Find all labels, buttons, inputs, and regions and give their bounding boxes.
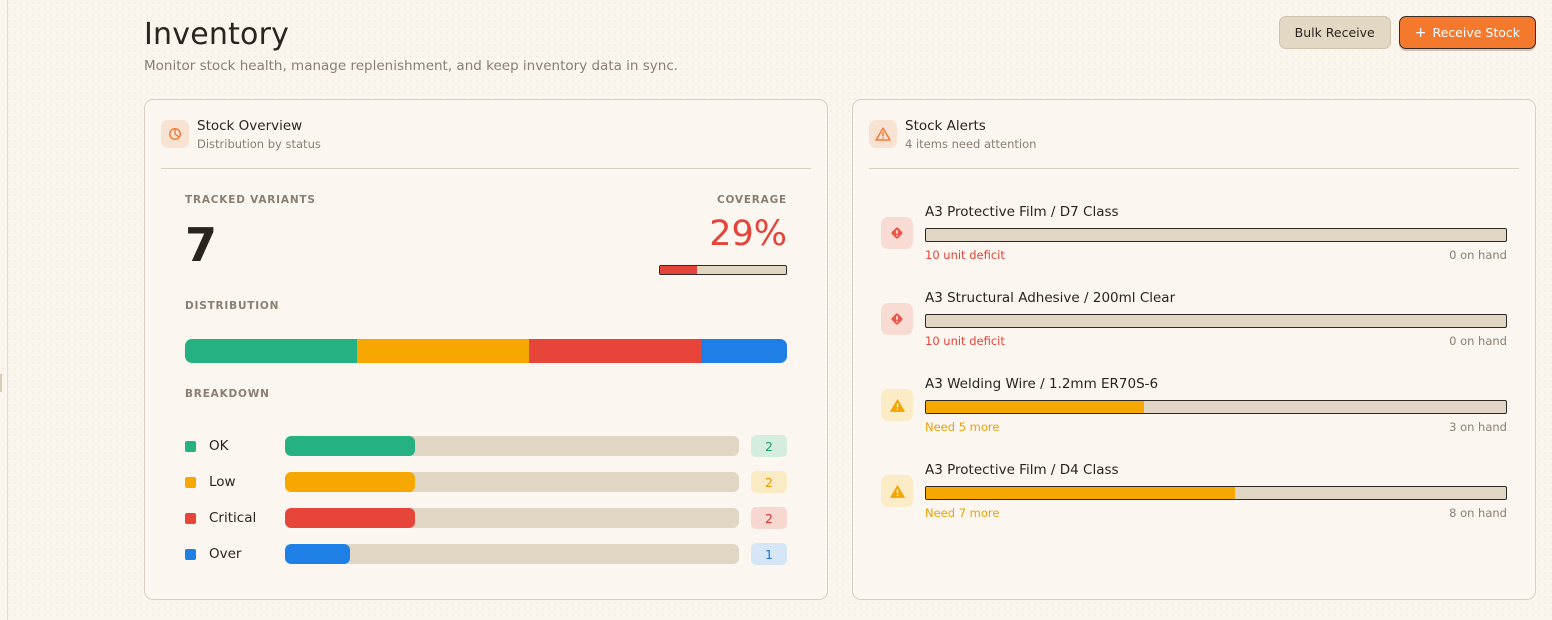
alert-on-hand: 0 on hand [1449, 334, 1507, 348]
page-header: Inventory Monitor stock health, manage r… [144, 16, 678, 74]
distribution-segment-low [357, 339, 529, 363]
breakdown-fill [285, 472, 415, 492]
alert-stock-fill [926, 487, 1236, 499]
breakdown-label: Over [209, 546, 242, 562]
breakdown-track [285, 472, 739, 492]
plus-icon: + [1414, 24, 1427, 41]
stock-overview-header: Stock Overview Distribution by status [161, 100, 811, 169]
breakdown-label: Low [209, 474, 236, 490]
breakdown-row-ok: OK 2 [185, 428, 787, 464]
breakdown-label: BREAKDOWN [185, 388, 270, 400]
breakdown-row-low: Low 2 [185, 464, 787, 500]
breakdown-fill [285, 508, 415, 528]
breakdown-fill [285, 544, 350, 564]
header-actions: Bulk Receive + Receive Stock [1278, 16, 1536, 49]
breakdown-row-critical: Critical 2 [185, 500, 787, 536]
breakdown-count-badge: 2 [751, 435, 787, 457]
warning-icon [881, 475, 913, 507]
coverage-label: COVERAGE [716, 194, 787, 206]
pie-chart-icon [161, 120, 189, 148]
coverage-bar-fill [660, 266, 697, 274]
alert-item[interactable]: A3 Welding Wire / 1.2mm ER70S-6 Need 5 mo… [881, 374, 1509, 460]
breakdown-label: Critical [209, 510, 257, 526]
alert-status: 10 unit deficit [925, 334, 1005, 348]
breakdown-track [285, 436, 739, 456]
stock-overview-title: Stock Overview [197, 117, 303, 134]
warning-icon [881, 389, 913, 421]
page-subtitle: Monitor stock health, manage replenishme… [144, 58, 679, 74]
critical-alert-icon [881, 217, 913, 249]
alert-stock-bar [925, 228, 1507, 242]
stock-alerts-header: Stock Alerts 4 items need attention [869, 100, 1519, 169]
tracked-variants-value: 7 [185, 218, 218, 272]
status-swatch [185, 512, 196, 524]
status-swatch [185, 548, 196, 560]
alert-item[interactable]: A3 Protective Film / D4 Class Need 7 more… [881, 460, 1509, 546]
receive-stock-button[interactable]: + Receive Stock [1398, 16, 1536, 49]
distribution-label: DISTRIBUTION [185, 300, 280, 312]
stock-overview-subtitle: Distribution by status [197, 136, 321, 151]
distribution-segment-ok [185, 339, 357, 363]
coverage-value: 29% [709, 214, 787, 254]
status-swatch [185, 440, 196, 452]
alert-stock-bar [925, 400, 1507, 414]
stock-alerts-subtitle: 4 items need attention [905, 136, 1037, 151]
breakdown-row-over: Over 1 [185, 536, 787, 572]
breakdown-list: OK 2 Low 2 Critical 2 Over 1 [185, 428, 787, 572]
tracked-variants-label: TRACKED VARIANTS [185, 194, 316, 206]
stock-alerts-title: Stock Alerts [905, 117, 986, 134]
breakdown-count-badge: 2 [751, 507, 787, 529]
critical-alert-icon [881, 303, 913, 335]
alert-item[interactable]: A3 Structural Adhesive / 200ml Clear 10 u… [881, 288, 1509, 374]
alert-list: A3 Protective Film / D7 Class 10 unit def… [881, 202, 1509, 546]
stock-alerts-card: Stock Alerts 4 items need attention A3 P… [852, 99, 1536, 600]
alert-status: 10 unit deficit [925, 248, 1005, 262]
distribution-segment-critical [529, 339, 701, 363]
alert-stock-bar [925, 486, 1507, 500]
alert-stock-bar [925, 314, 1507, 328]
left-rail [0, 0, 8, 620]
alert-item-name: A3 Protective Film / D4 Class [925, 462, 1119, 478]
breakdown-track [285, 508, 739, 528]
bulk-receive-button[interactable]: Bulk Receive [1278, 16, 1391, 49]
breakdown-fill [285, 436, 415, 456]
bulk-receive-label: Bulk Receive [1294, 25, 1375, 40]
alert-item[interactable]: A3 Protective Film / D7 Class 10 unit def… [881, 202, 1509, 288]
receive-stock-label: Receive Stock [1432, 25, 1520, 40]
alert-on-hand: 0 on hand [1449, 248, 1507, 262]
coverage-bar [659, 265, 787, 275]
alert-on-hand: 8 on hand [1449, 506, 1507, 520]
alert-stock-fill [926, 401, 1144, 413]
status-swatch [185, 476, 196, 488]
warning-triangle-icon [869, 120, 897, 148]
sidebar-resize-handle[interactable] [0, 374, 2, 392]
alert-on-hand: 3 on hand [1449, 420, 1507, 434]
alert-status: Need 7 more [925, 506, 1000, 520]
alert-item-name: A3 Welding Wire / 1.2mm ER70S-6 [925, 376, 1159, 392]
breakdown-count-badge: 2 [751, 471, 787, 493]
page-title: Inventory [144, 17, 290, 52]
alert-item-name: A3 Protective Film / D7 Class [925, 204, 1119, 220]
alert-item-name: A3 Structural Adhesive / 200ml Clear [925, 290, 1176, 306]
alert-status: Need 5 more [925, 420, 1000, 434]
breakdown-label: OK [209, 438, 229, 454]
breakdown-count-badge: 1 [751, 543, 787, 565]
breakdown-track [285, 544, 739, 564]
stock-overview-card: Stock Overview Distribution by status TR… [144, 99, 828, 600]
distribution-segment-over [701, 339, 787, 363]
distribution-bar [185, 339, 787, 363]
